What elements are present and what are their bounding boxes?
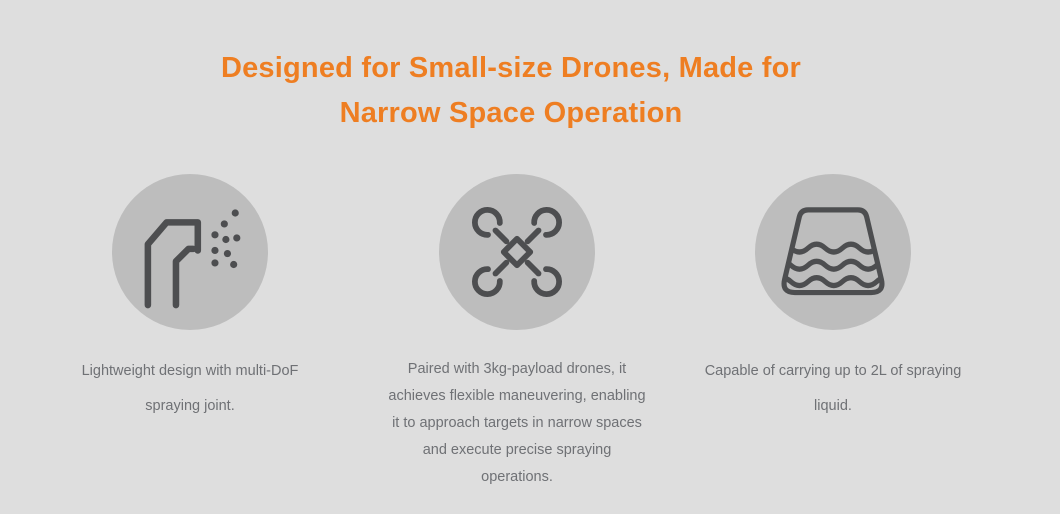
icon-circle: [755, 174, 911, 330]
text-line: liquid.: [814, 398, 852, 414]
text-line: Narrow Space Operation: [339, 97, 683, 129]
spray-joint-icon: [144, 209, 241, 309]
text-line: and execute precise spraying: [422, 442, 612, 458]
text-line: Paired with 3kg-payload drones, it: [407, 361, 627, 377]
spray-dots: [211, 209, 241, 269]
text-line: it to approach targets in narrow spaces: [392, 415, 642, 431]
text-line: achieves flexible maneuvering, enabling: [388, 388, 646, 404]
text-line: Capable of carrying up to 2L of spraying: [704, 363, 962, 379]
text-line: Designed for Small-size Drones, Made for: [220, 52, 802, 84]
text-line: spraying joint.: [145, 398, 235, 414]
feature-spray-joint: Lightweight design with multi-DoF sprayin…: [30, 174, 350, 424]
feature-drone: Paired with 3kg-payload drones, it achiev…: [357, 174, 677, 491]
icon-circle: [112, 174, 268, 330]
feature-caption: Paired with 3kg-payload drones, it achiev…: [357, 356, 677, 491]
feature-liquid-tank: Capable of carrying up to 2L of spraying…: [673, 174, 993, 424]
icon-circle: [439, 174, 595, 330]
section-heading: Designed for Small-size Drones, Made for…: [0, 46, 1022, 136]
drone-icon: [439, 174, 595, 330]
text-line: operations.: [481, 469, 553, 485]
text-line: Lightweight design with multi-DoF: [81, 363, 299, 379]
liquid-tank-icon: [781, 207, 885, 296]
feature-caption: Lightweight design with multi-DoF sprayin…: [30, 354, 350, 424]
feature-caption: Capable of carrying up to 2L of spraying…: [673, 354, 993, 424]
